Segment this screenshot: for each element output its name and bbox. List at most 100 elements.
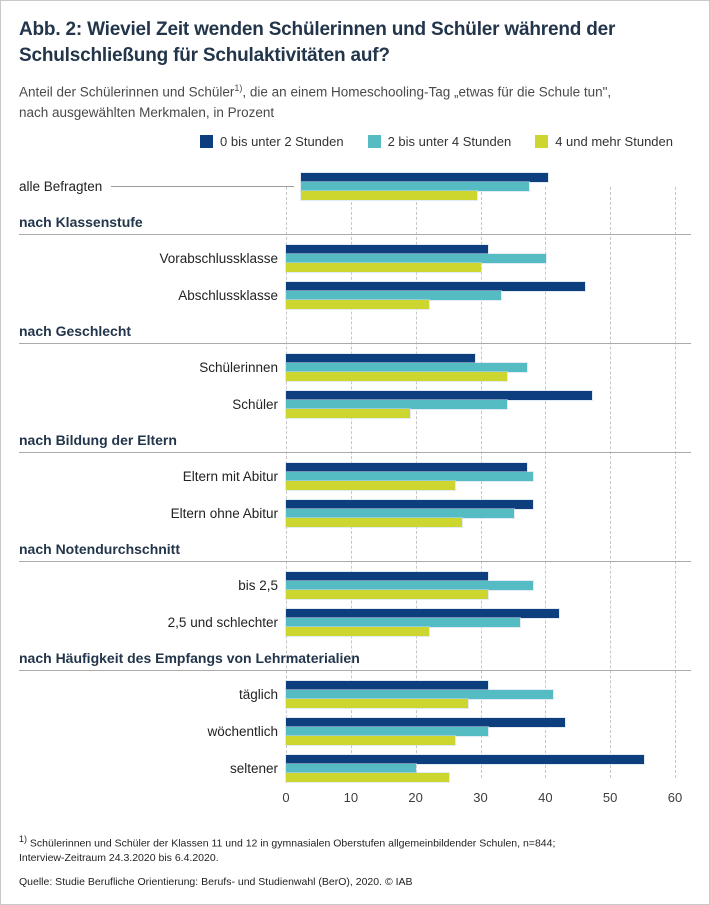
group-header: nach Häufigkeit des Empfangs von Lehrmat… xyxy=(19,650,691,671)
bar-segment xyxy=(286,508,514,518)
gridline xyxy=(675,186,676,778)
footnote-line2: Interview-Zeitraum 24.3.2020 bis 6.4.202… xyxy=(19,852,219,864)
row-label: wöchentlich xyxy=(207,723,278,739)
group-header: nach Geschlecht xyxy=(19,323,691,344)
bar-stack xyxy=(301,172,691,200)
bar-segment xyxy=(301,190,477,200)
bar-segment xyxy=(286,571,488,581)
chart-legend: 0 bis unter 2 Stunden 2 bis unter 4 Stund… xyxy=(19,134,673,149)
subtitle-line2: nach ausgewählten Merkmalen, in Prozent xyxy=(19,104,275,120)
group-header: nach Klassenstufe xyxy=(19,214,691,235)
subtitle-text-cont: , die an einem Homeschooling-Tag „etwas … xyxy=(242,84,612,100)
row-label: Schülerinnen xyxy=(199,359,278,375)
chart-row: Schülerinnen xyxy=(19,353,691,381)
bar-segment xyxy=(301,172,548,182)
chart-row: täglich xyxy=(19,680,691,708)
bar-segment xyxy=(286,499,533,509)
legend-swatch-icon xyxy=(535,134,549,148)
footnote: 1) Schülerinnen und Schüler der Klassen … xyxy=(19,832,691,867)
row-label: Eltern mit Abitur xyxy=(182,468,278,484)
chart-row: Eltern ohne Abitur xyxy=(19,499,691,527)
group-header: nach Bildung der Eltern xyxy=(19,432,691,453)
footnote-line1: Schülerinnen und Schüler der Klassen 11 … xyxy=(27,837,556,849)
bar-segment xyxy=(286,362,527,372)
bar-stack xyxy=(286,244,676,272)
bar-segment xyxy=(286,589,488,599)
bar-stack xyxy=(286,462,676,490)
chart-title-line1: Abb. 2: Wieviel Zeit wenden Schülerinnen… xyxy=(19,19,616,40)
bar-segment xyxy=(286,726,488,736)
x-axis-tick-label: 30 xyxy=(473,789,488,805)
bar-segment xyxy=(286,698,468,708)
label-connector-line xyxy=(111,185,294,187)
legend-label: 4 und mehr Stunden xyxy=(555,133,673,149)
row-label: Eltern ohne Abitur xyxy=(170,505,278,521)
bar-segment xyxy=(286,626,429,636)
x-axis-tick-label: 40 xyxy=(538,789,553,805)
bar-stack xyxy=(286,571,676,599)
bar-stack xyxy=(286,680,676,708)
row-label: seltener xyxy=(229,760,278,776)
chart-row: Eltern mit Abitur xyxy=(19,462,691,490)
source-line: Quelle: Studie Berufliche Orientierung: … xyxy=(19,876,413,888)
x-axis-tick-label: 20 xyxy=(408,789,423,805)
bar-segment xyxy=(286,580,533,590)
bar-stack xyxy=(286,499,676,527)
legend-swatch-icon xyxy=(200,134,213,148)
legend-item: 0 bis unter 2 Stunden xyxy=(200,134,344,149)
row-label: bis 2,5 xyxy=(238,577,278,593)
bar-segment xyxy=(286,408,410,418)
x-axis-tick-label: 0 xyxy=(282,789,290,805)
bar-segment xyxy=(301,181,529,191)
bar-stack xyxy=(286,717,676,745)
bar-segment xyxy=(286,299,429,309)
chart-rows: alle Befragten nach Klassenstufe Vorabschl… xyxy=(19,172,691,782)
legend-item: 4 und mehr Stunden xyxy=(535,134,673,149)
chart-title-line2: Schulschließung für Schulaktivitäten auf… xyxy=(19,45,390,66)
gridline xyxy=(610,186,612,778)
chart-row: Vorabschlussklasse xyxy=(19,244,691,272)
bar-segment xyxy=(286,717,566,727)
gridline xyxy=(545,186,547,778)
bar-segment xyxy=(286,253,546,263)
row-label: Schüler xyxy=(232,396,278,412)
subtitle-text: Anteil der Schülerinnen und Schüler xyxy=(19,84,235,100)
subtitle-footnote-marker: 1) xyxy=(234,83,243,93)
chart-row: bis 2,5 xyxy=(19,571,691,599)
bar-stack xyxy=(286,353,676,381)
bar-segment xyxy=(286,353,475,363)
bar-segment xyxy=(286,480,455,490)
chart-area: alle Befragten nach Klassenstufe Vorabschl… xyxy=(19,172,691,805)
bar-segment xyxy=(286,763,416,773)
x-axis-tick-label: 50 xyxy=(602,789,618,805)
bar-segment xyxy=(286,608,559,618)
x-axis: 0 10 20 30 40 50 60 xyxy=(282,788,682,805)
row-label: Abschlussklasse xyxy=(178,287,278,303)
legend-label: 0 bis unter 2 Stunden xyxy=(220,133,344,149)
bar-segment xyxy=(286,399,507,409)
x-axis-tick-label: 10 xyxy=(343,789,359,805)
row-label: 2,5 und schlechter xyxy=(167,614,278,630)
chart-row: Schüler xyxy=(19,390,691,418)
legend-item: 2 bis unter 4 Stunden xyxy=(367,133,512,149)
bar-segment xyxy=(286,680,488,690)
gridline xyxy=(480,186,482,778)
bar-segment xyxy=(286,689,553,699)
bar-segment xyxy=(286,262,481,272)
row-label: alle Befragten xyxy=(19,178,103,194)
chart-row: Abschlussklasse xyxy=(19,281,691,309)
bar-segment xyxy=(286,462,527,472)
bar-stack xyxy=(286,390,676,418)
bar-segment xyxy=(286,244,488,254)
bar-stack xyxy=(286,608,676,636)
bar-segment xyxy=(286,754,644,764)
chart-row: seltener xyxy=(19,754,691,782)
bar-segment xyxy=(286,281,585,291)
x-axis-tick-label: 60 xyxy=(667,789,683,805)
legend-label: 2 bis unter 4 Stunden xyxy=(387,133,512,149)
chart-subtitle: Anteil der Schülerinnen und Schüler1), d… xyxy=(19,78,691,123)
chart-title: Abb. 2: Wieviel Zeit wenden Schülerinnen… xyxy=(19,17,691,69)
chart-row: wöchentlich xyxy=(19,717,691,745)
bar-segment xyxy=(286,735,455,745)
bar-segment xyxy=(286,371,507,381)
